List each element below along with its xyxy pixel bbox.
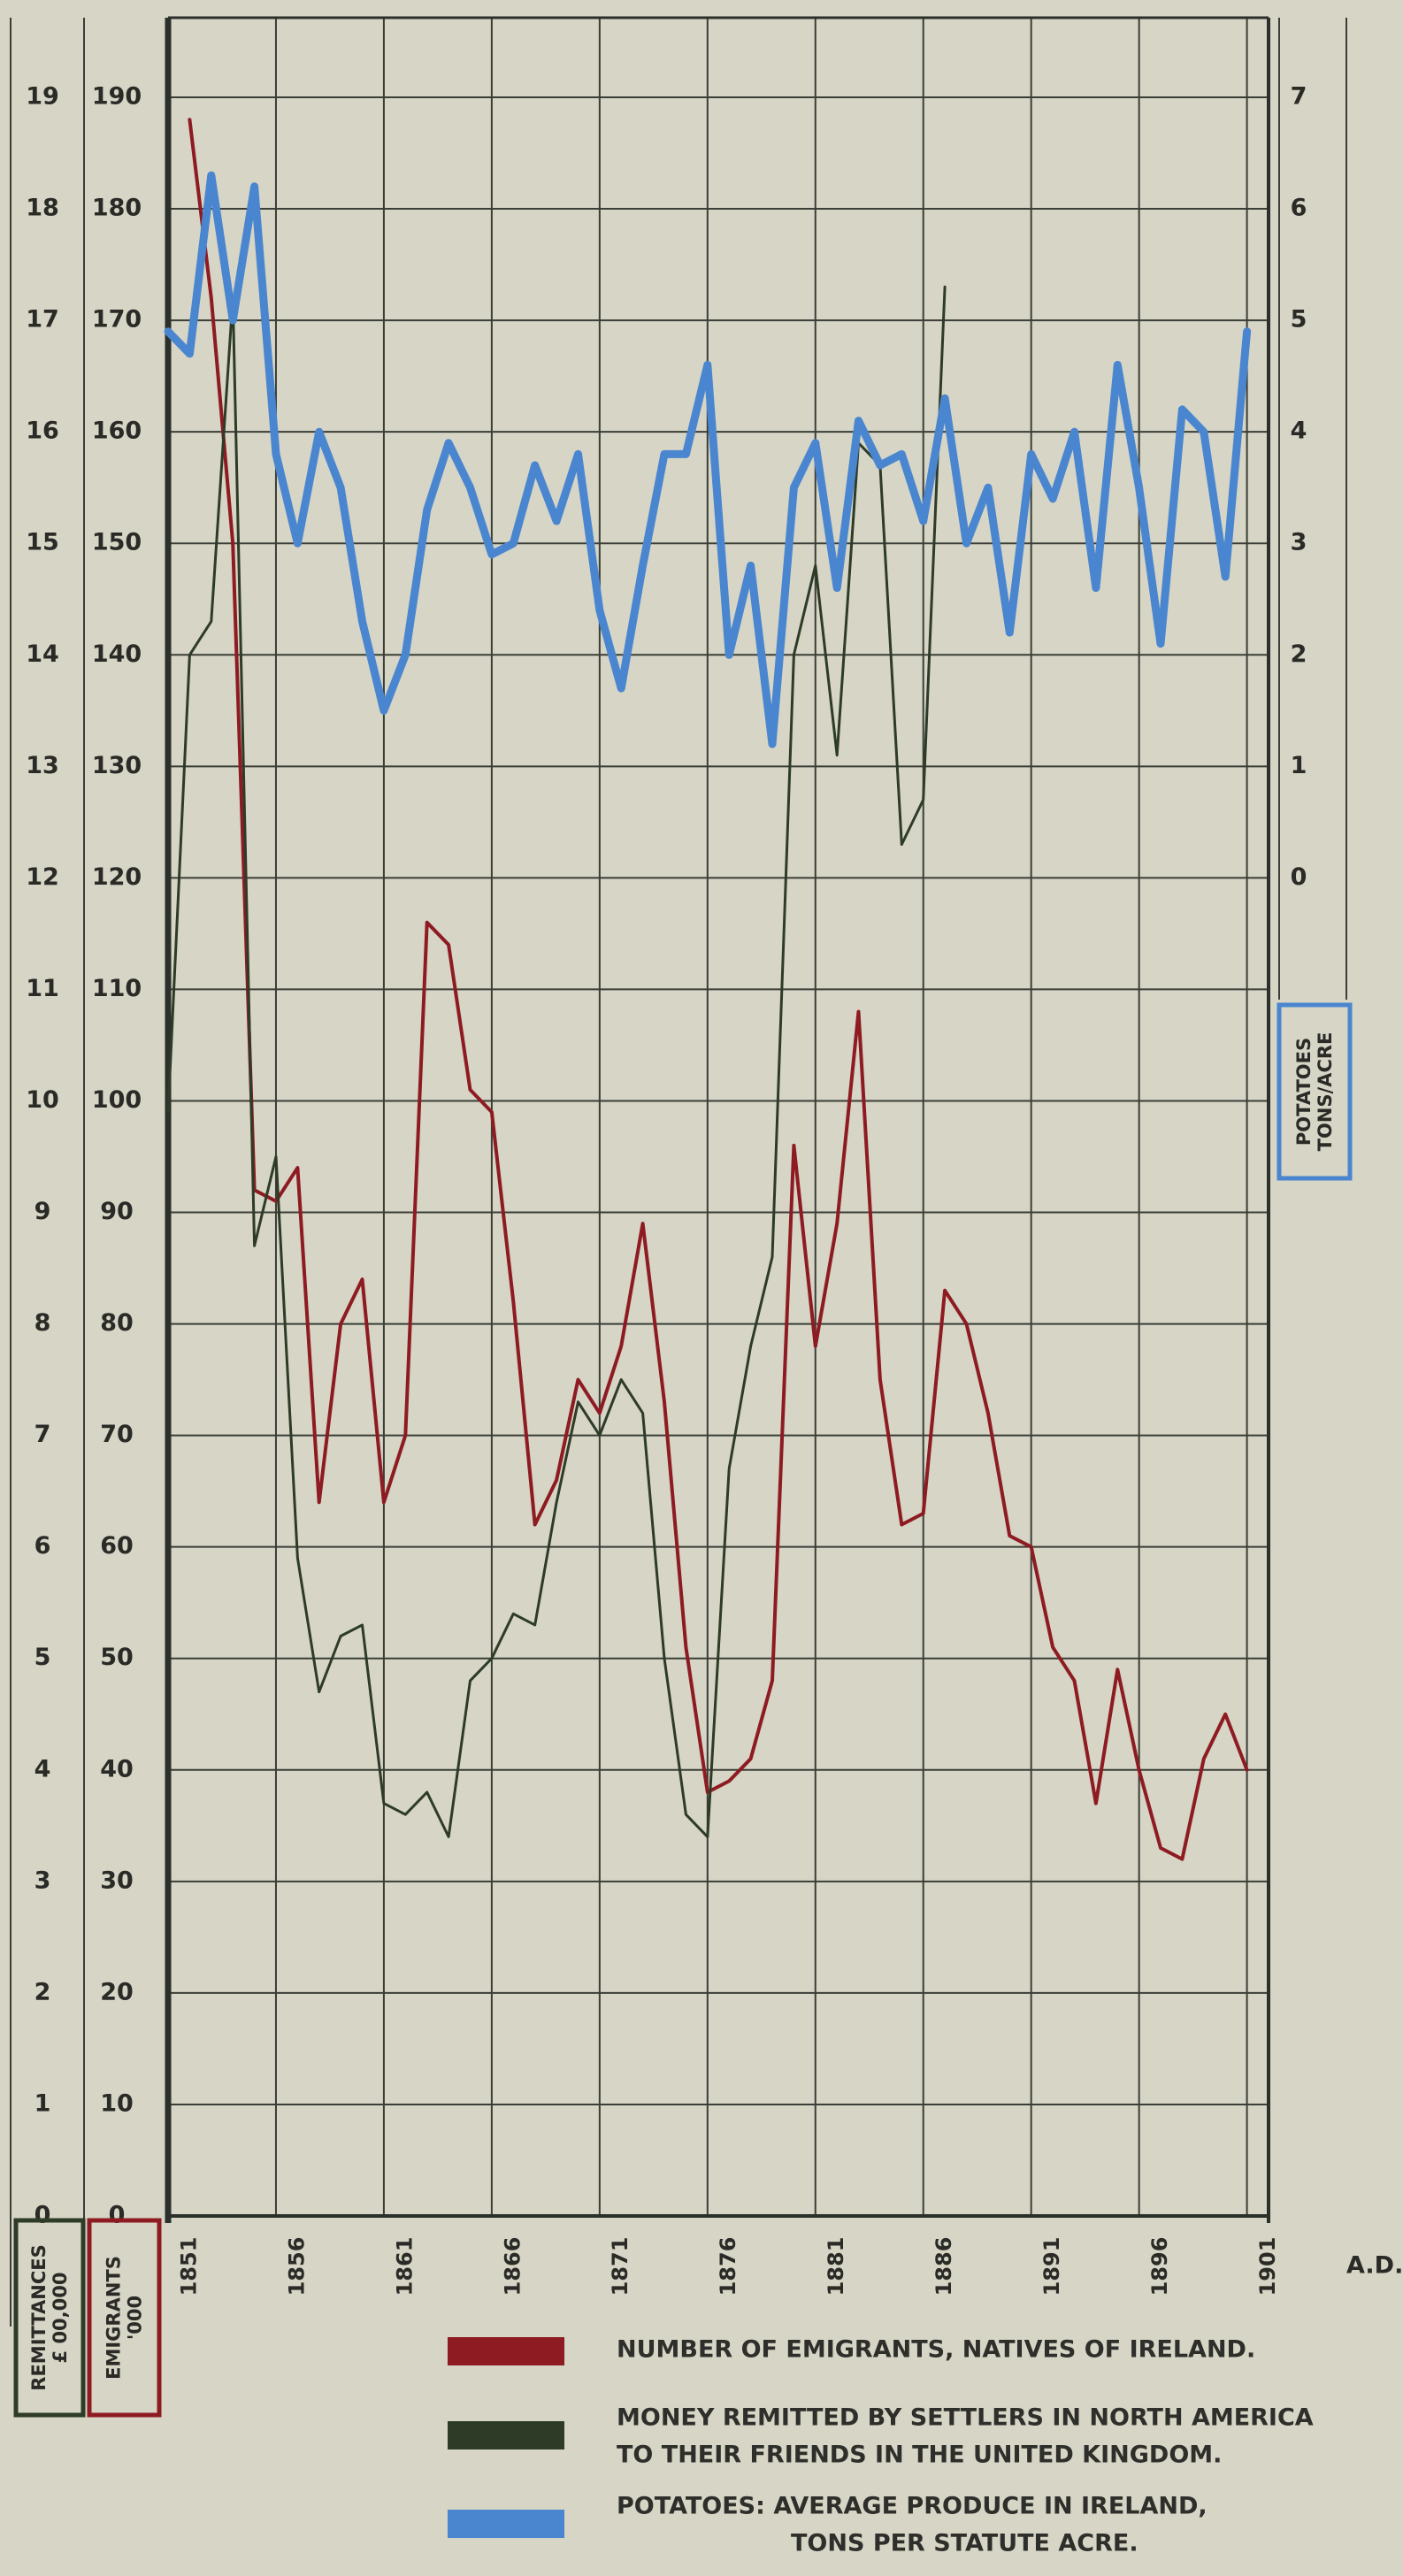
remittances-tick-label: 15 xyxy=(26,529,59,556)
emigrants-tick-label: 140 xyxy=(92,640,142,668)
remittances-tick-label: 12 xyxy=(26,863,59,891)
emigrants-tick-label: 160 xyxy=(92,418,142,445)
emigrants-tick-label: 70 xyxy=(100,1421,134,1448)
remittances-tick-label: 4 xyxy=(34,1755,51,1782)
x-tick-label: 1851 xyxy=(176,2237,201,2296)
emigrants-tick-label: 20 xyxy=(100,1978,134,2005)
x-tick-label: 1856 xyxy=(284,2237,309,2296)
potatoes-tick-label: 2 xyxy=(1291,640,1307,668)
potatoes-tick-label: 7 xyxy=(1291,83,1307,111)
remittances-tick-label: 18 xyxy=(26,195,59,222)
emigrants-tick-label: 90 xyxy=(100,1198,134,1225)
x-axis-suffix: A.D. xyxy=(1346,2252,1403,2280)
remittances-tick-label: 16 xyxy=(26,418,59,445)
potatoes-tick-label: 3 xyxy=(1291,529,1307,556)
remittances-axis-box-label: REMITTANCES xyxy=(28,2244,50,2390)
remittances-tick-label: 0 xyxy=(34,2202,51,2229)
remittances-tick-label: 19 xyxy=(26,83,59,111)
grid xyxy=(167,18,1269,2217)
tick-labels: 0123456789101112131415161718190102030405… xyxy=(26,83,1403,2296)
legend-item-potatoes: POTATOES: AVERAGE PRODUCE IN IRELAND, TON… xyxy=(448,2493,1208,2557)
emigrants-tick-label: 50 xyxy=(100,1644,134,1671)
emigrants-tick-label: 10 xyxy=(100,2089,134,2117)
legend-label-emigrants: NUMBER OF EMIGRANTS, NATIVES OF IRELAND. xyxy=(617,2336,1255,2364)
remittances-tick-label: 3 xyxy=(34,1867,51,1894)
remittances-tick-label: 17 xyxy=(26,306,59,334)
potatoes-tick-label: 1 xyxy=(1291,752,1307,779)
remittances-tick-label: 10 xyxy=(26,1086,59,1114)
potatoes-tick-label: 6 xyxy=(1291,195,1307,222)
potatoes-axis-box-unit: TONS/ACRE xyxy=(1315,1032,1336,1152)
remittances-tick-label: 14 xyxy=(26,640,59,668)
emigrants-tick-label: 30 xyxy=(100,1867,134,1894)
legend-label-remittances: MONEY REMITTED BY SETTLERS IN NORTH AMER… xyxy=(617,2404,1314,2432)
potatoes-axis-box-label: POTATOES xyxy=(1293,1038,1315,1146)
remittances-tick-label: 13 xyxy=(26,752,59,779)
emigrants-tick-label: 0 xyxy=(109,2202,126,2229)
emigrants-axis-box-unit: '000 xyxy=(125,2296,146,2340)
x-tick-label: 1881 xyxy=(824,2237,848,2296)
legend: NUMBER OF EMIGRANTS, NATIVES OF IRELAND.… xyxy=(448,2336,1314,2557)
emigrants-tick-label: 100 xyxy=(92,1086,142,1114)
x-tick-label: 1876 xyxy=(716,2237,740,2296)
emigrants-tick-label: 40 xyxy=(100,1755,134,1782)
x-tick-label: 1866 xyxy=(500,2237,525,2296)
remittances-axis-box-unit: £ 00,000 xyxy=(50,2273,71,2364)
potatoes-tick-label: 5 xyxy=(1291,306,1307,334)
remittances-tick-label: 9 xyxy=(34,1198,51,1225)
emigrants-tick-label: 190 xyxy=(92,83,142,111)
legend-swatch-emigrants xyxy=(448,2337,564,2365)
remittances-tick-label: 5 xyxy=(34,1644,51,1671)
emigrants-tick-label: 120 xyxy=(92,863,142,891)
x-tick-label: 1886 xyxy=(932,2237,956,2296)
emigrants-tick-label: 60 xyxy=(100,1532,134,1560)
legend-item-emigrants: NUMBER OF EMIGRANTS, NATIVES OF IRELAND. xyxy=(448,2336,1255,2365)
legend-label-potatoes: TONS PER STATUTE ACRE. xyxy=(791,2530,1138,2557)
x-tick-label: 1861 xyxy=(392,2237,417,2296)
series-line-potatoes xyxy=(164,171,1252,748)
emigrants-tick-label: 130 xyxy=(92,752,142,779)
series-layer xyxy=(164,118,1252,1861)
series-line-remittances xyxy=(166,285,947,1838)
emigrants-tick-label: 80 xyxy=(100,1309,134,1337)
potatoes-axis-box-frame xyxy=(1276,1002,1353,1181)
emigrants-axis-box-frame xyxy=(87,2218,162,2418)
emigrants-tick-label: 180 xyxy=(92,195,142,222)
remittances-tick-label: 1 xyxy=(34,2089,51,2117)
x-tick-label: 1891 xyxy=(1039,2237,1064,2296)
legend-item-remittances: MONEY REMITTED BY SETTLERS IN NORTH AMER… xyxy=(448,2404,1314,2469)
remittances-tick-label: 7 xyxy=(34,1421,51,1448)
remittances-axis-box: REMITTANCES £ 00,000 xyxy=(13,2218,86,2418)
legend-label-potatoes: POTATOES: AVERAGE PRODUCE IN IRELAND, xyxy=(617,2493,1208,2520)
potatoes-axis-box: POTATOES TONS/ACRE xyxy=(1276,1002,1353,1181)
emigrants-axis-box-label: EMIGRANTS xyxy=(104,2256,125,2380)
remittances-tick-label: 8 xyxy=(34,1309,51,1337)
legend-swatch-remittances xyxy=(448,2421,564,2450)
emigrants-tick-label: 110 xyxy=(92,975,142,1002)
remittances-tick-label: 2 xyxy=(34,1978,51,2005)
emigrants-axis-box: EMIGRANTS '000 xyxy=(87,2218,162,2418)
axis-boxes: REMITTANCES £ 00,000 EMIGRANTS '000POTATOES… xyxy=(13,1002,1353,2418)
emigrants-tick-label: 150 xyxy=(92,529,142,556)
potatoes-tick-label: 0 xyxy=(1291,863,1307,891)
legend-label-remittances: TO THEIR FRIENDS IN THE UNITED KINGDOM. xyxy=(617,2442,1222,2469)
remittances-axis-box-frame xyxy=(13,2218,86,2418)
x-tick-label: 1871 xyxy=(608,2237,632,2296)
axis-frames xyxy=(10,16,1347,2327)
remittances-tick-label: 11 xyxy=(26,975,59,1002)
emigrants-tick-label: 170 xyxy=(92,306,142,334)
x-tick-label: 1901 xyxy=(1255,2237,1280,2296)
potatoes-tick-label: 4 xyxy=(1291,418,1307,445)
legend-swatch-potatoes xyxy=(448,2510,564,2538)
series-line-emigrants xyxy=(188,118,1249,1861)
remittances-tick-label: 6 xyxy=(34,1532,51,1560)
x-tick-label: 1896 xyxy=(1147,2237,1172,2296)
